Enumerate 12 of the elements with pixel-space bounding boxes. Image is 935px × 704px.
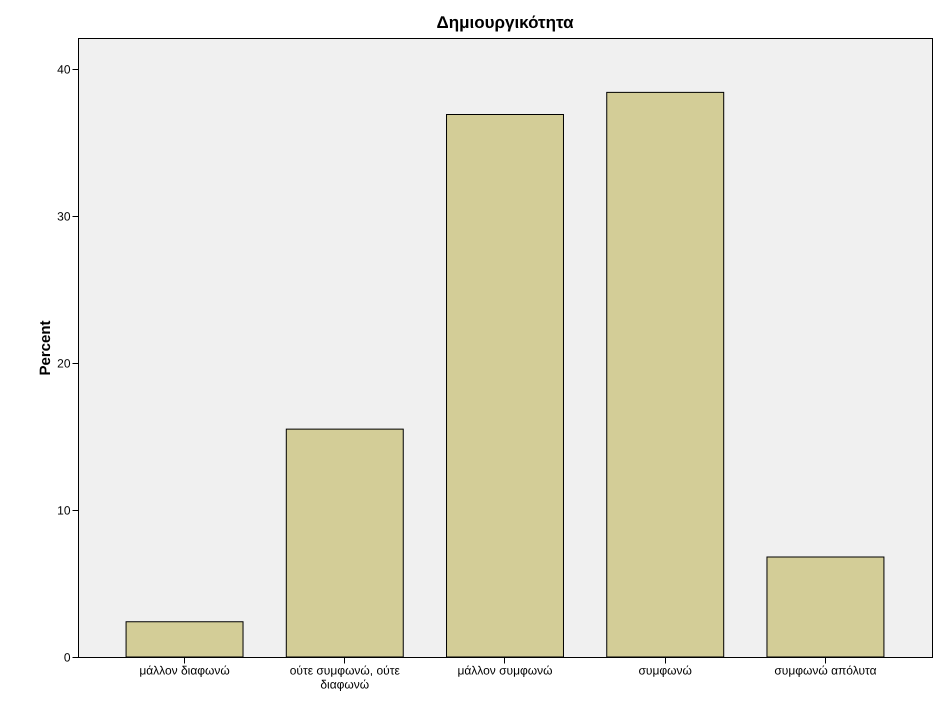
y-tick-label: 30 [57, 209, 71, 224]
chart-title: Δημιουργικότητα [436, 13, 574, 32]
x-tick-label: μάλλον διαφωνώ [139, 664, 230, 678]
y-tick-label: 0 [64, 650, 71, 664]
x-tick-label: μάλλον συμφωνώ [457, 664, 553, 678]
x-tick-label: ούτε συμφωνώ, ούτε διαφωνώ [290, 664, 400, 692]
y-tick-label: 10 [57, 503, 71, 518]
x-tick-label: συμφωνώ [638, 664, 692, 678]
y-tick-label: 40 [57, 62, 71, 76]
x-tick-label: συμφωνώ απόλυτα [774, 664, 877, 678]
y-tick-label: 20 [57, 356, 71, 370]
y-axis-title: Percent [37, 320, 54, 376]
